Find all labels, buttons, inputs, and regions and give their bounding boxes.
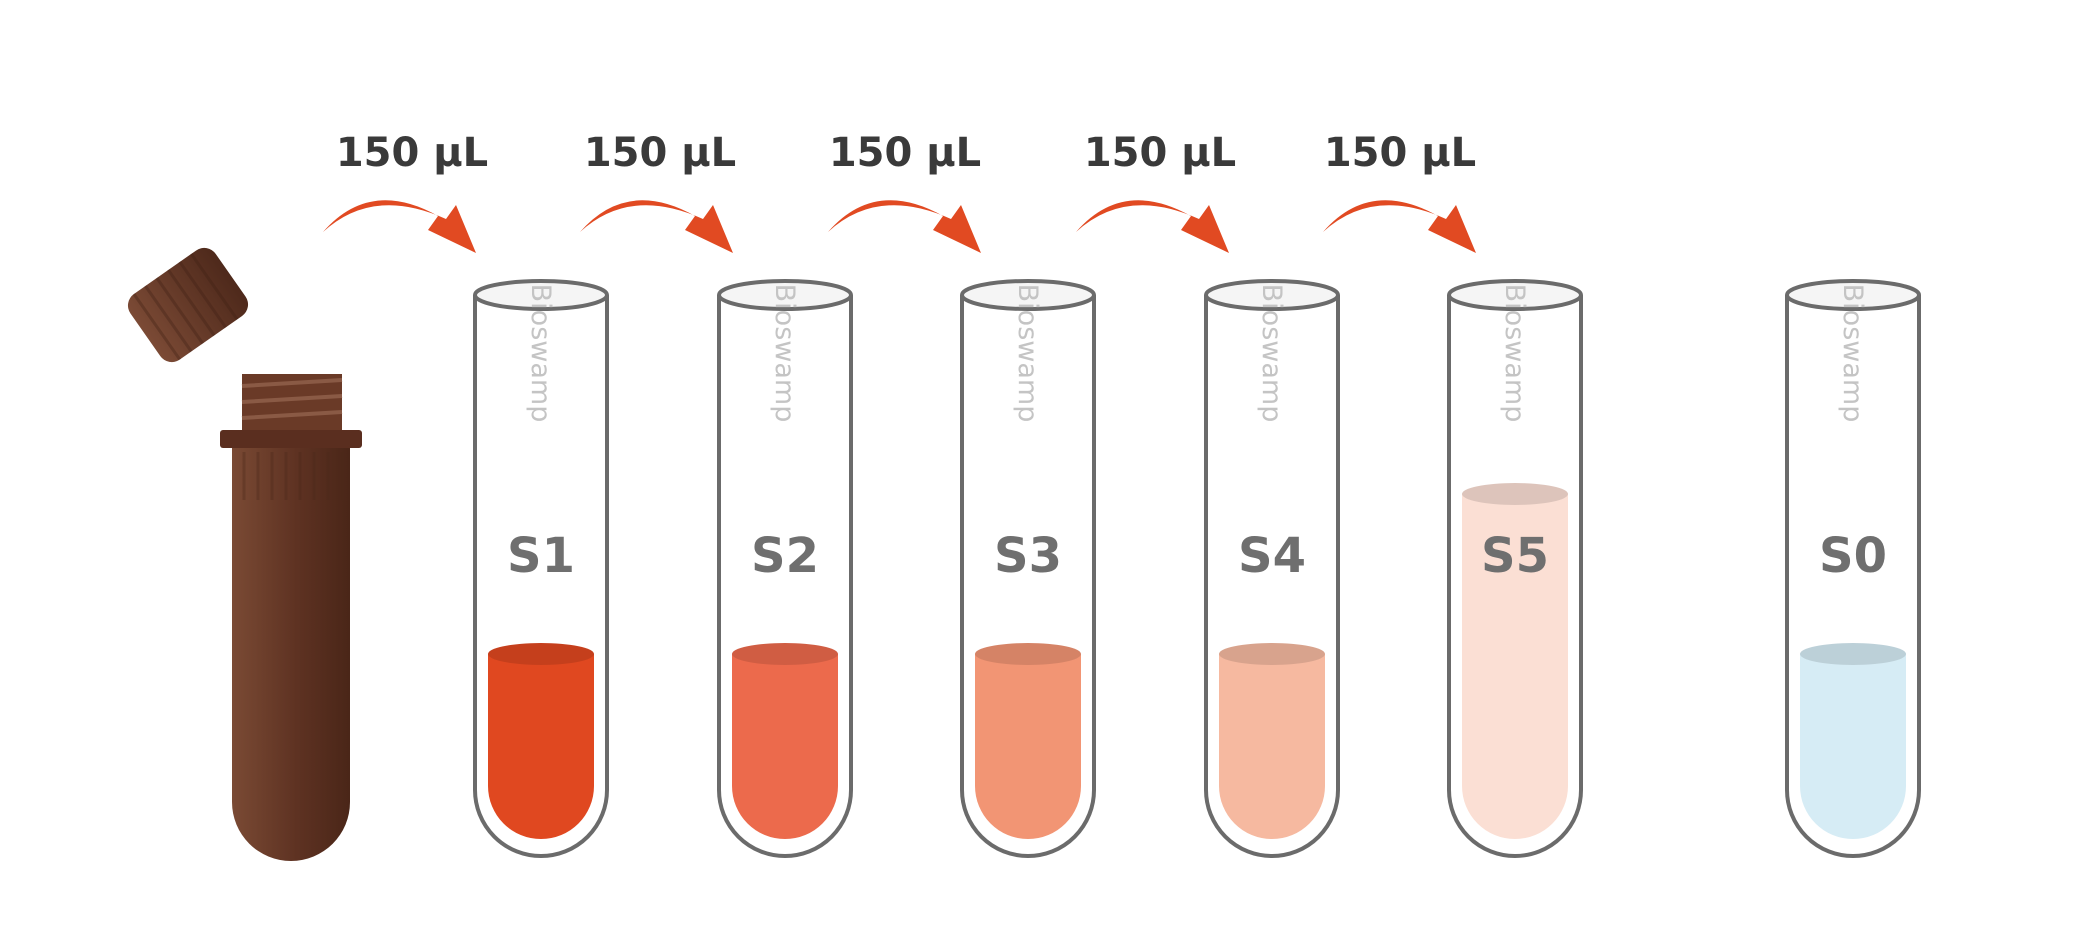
test-tube-icon [717, 295, 853, 858]
tube-label-s2: S2 [751, 528, 819, 584]
tube-liquid-surface [488, 643, 594, 665]
tube-liquid [1462, 494, 1568, 782]
tube-label-s0: S0 [1819, 528, 1887, 584]
tube-liquid-bottom [732, 781, 838, 839]
tube-liquid-bottom [1462, 781, 1568, 839]
tube-rim [717, 279, 853, 311]
tube-brand: Bioswamp [769, 284, 800, 423]
vial-cap-icon [127, 247, 249, 363]
tube-brand: Bioswamp [525, 284, 556, 423]
stock-vial [127, 247, 362, 861]
transfer-label-5: 150 μL [1324, 130, 1476, 176]
tube-rim [1204, 279, 1340, 311]
transfer-arrow-icon-1 [323, 200, 476, 253]
tube-s1: Bioswamp S1 [473, 279, 609, 858]
test-tube-icon [473, 295, 609, 858]
tube-liquid-surface [1219, 643, 1325, 665]
tube-label-s1: S1 [507, 528, 575, 584]
tube-s5: Bioswamp S5 [1447, 279, 1583, 858]
tube-s4: Bioswamp S4 [1204, 279, 1340, 858]
stock-vial-icon [220, 374, 362, 861]
tube-s3: Bioswamp S3 [960, 279, 1096, 858]
tube-brand: Bioswamp [1256, 284, 1287, 423]
tube-liquid [975, 654, 1081, 782]
tube-liquid-surface [975, 643, 1081, 665]
tube-rim [960, 279, 1096, 311]
tube-liquid-bottom [1219, 781, 1325, 839]
transfer-arrows [323, 200, 1476, 253]
tube-brand: Bioswamp [1837, 284, 1868, 423]
tube-liquid-surface [1800, 643, 1906, 665]
tube-liquid [732, 654, 838, 782]
tube-liquid-bottom [1800, 781, 1906, 839]
tube-rim [473, 279, 609, 311]
tube-liquid-surface [1462, 483, 1568, 505]
test-tube-icon [1447, 295, 1583, 858]
transfer-label-1: 150 μL [336, 130, 488, 176]
tube-label-s3: S3 [994, 528, 1062, 584]
transfer-label-2: 150 μL [584, 130, 736, 176]
tube-brand: Bioswamp [1012, 284, 1043, 423]
tube-rim [1785, 279, 1921, 311]
transfer-arrow-icon-2 [580, 200, 733, 253]
tube-label-s4: S4 [1238, 528, 1306, 584]
tube-s2: Bioswamp S2 [717, 279, 853, 858]
tube-s0: Bioswamp S0 [1785, 279, 1921, 858]
test-tube-icon [1204, 295, 1340, 858]
transfer-arrow-icon-3 [828, 200, 981, 253]
tube-liquid-bottom [975, 781, 1081, 839]
tube-liquid [1219, 654, 1325, 782]
transfer-label-4: 150 μL [1084, 130, 1236, 176]
transfer-arrow-icon-5 [1323, 200, 1476, 253]
tube-liquid [1800, 654, 1906, 782]
test-tube-icon [960, 295, 1096, 858]
tube-liquid [488, 654, 594, 782]
tube-liquid-bottom [488, 781, 594, 839]
tube-liquid-surface [732, 643, 838, 665]
tube-label-s5: S5 [1481, 528, 1549, 584]
tube-rim [1447, 279, 1583, 311]
tube-brand: Bioswamp [1499, 284, 1530, 423]
transfer-arrow-icon-4 [1076, 200, 1229, 253]
transfer-label-3: 150 μL [829, 130, 981, 176]
test-tube-icon [1785, 295, 1921, 858]
